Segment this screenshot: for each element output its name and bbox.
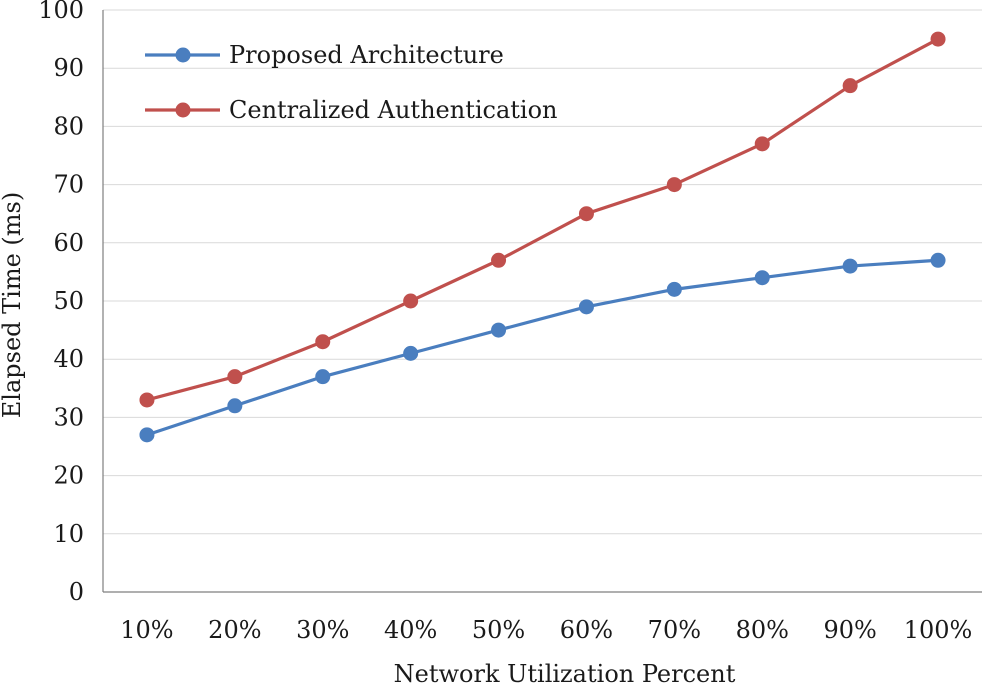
data-point-proposed-architecture <box>139 427 155 443</box>
series-lines <box>139 31 946 443</box>
data-point-proposed-architecture <box>842 258 858 274</box>
x-axis-title: Network Utilization Percent <box>394 660 736 684</box>
y-tick-label: 70 <box>53 171 84 199</box>
x-tick-label: 100% <box>904 616 973 644</box>
data-point-proposed-architecture <box>403 345 419 361</box>
data-point-proposed-architecture <box>930 252 946 268</box>
y-axis-title: Elapsed Time (ms) <box>0 192 26 418</box>
data-point-proposed-architecture <box>227 398 243 414</box>
legend-marker-centralized-authentication <box>175 102 191 118</box>
y-tick-label: 30 <box>53 403 84 431</box>
x-tick-label: 20% <box>208 616 261 644</box>
data-point-centralized-authentication <box>491 252 507 268</box>
legend: Proposed Architecture Centralized Authen… <box>145 41 558 124</box>
data-point-proposed-architecture <box>578 299 594 315</box>
data-point-centralized-authentication <box>666 177 682 193</box>
y-tick-label: 100 <box>38 0 84 24</box>
y-tick-label: 50 <box>53 287 84 315</box>
y-tick-label: 60 <box>53 229 84 257</box>
data-point-centralized-authentication <box>227 369 243 385</box>
series-line-centralized-authentication <box>145 37 940 402</box>
legend-label-proposed-architecture: Proposed Architecture <box>229 41 504 69</box>
data-point-proposed-architecture <box>491 322 507 338</box>
data-point-centralized-authentication <box>315 334 331 350</box>
y-axis-tick-labels: 0 10 20 30 40 50 60 70 80 90 100 <box>38 0 84 606</box>
axes <box>102 10 982 593</box>
data-point-centralized-authentication <box>754 136 770 152</box>
x-tick-label: 50% <box>472 616 525 644</box>
data-point-centralized-authentication <box>578 206 594 222</box>
y-tick-label: 20 <box>53 462 84 490</box>
data-point-proposed-architecture <box>315 369 331 385</box>
y-tick-label: 10 <box>53 520 84 548</box>
y-tick-label: 80 <box>53 112 84 140</box>
legend-marker-proposed-architecture <box>175 47 191 63</box>
x-tick-label: 90% <box>823 616 876 644</box>
x-tick-label: 60% <box>560 616 613 644</box>
x-tick-label: 40% <box>384 616 437 644</box>
data-point-centralized-authentication <box>930 31 946 47</box>
data-point-centralized-authentication <box>842 78 858 94</box>
x-tick-label: 30% <box>296 616 349 644</box>
data-point-centralized-authentication <box>139 392 155 408</box>
x-tick-label: 70% <box>648 616 701 644</box>
x-tick-label: 80% <box>736 616 789 644</box>
series-line-proposed-architecture <box>145 258 940 437</box>
y-tick-label: 0 <box>69 578 84 606</box>
x-axis-tick-labels: 10% 20% 30% 40% 50% 60% 70% 80% 90% 100% <box>120 616 972 644</box>
data-point-proposed-architecture <box>754 270 770 286</box>
y-tick-label: 90 <box>53 54 84 82</box>
data-point-proposed-architecture <box>666 281 682 297</box>
legend-label-centralized-authentication: Centralized Authentication <box>229 96 558 124</box>
gridlines <box>103 9 982 535</box>
x-tick-label: 10% <box>120 616 173 644</box>
data-point-centralized-authentication <box>403 293 419 309</box>
y-tick-label: 40 <box>53 345 84 373</box>
